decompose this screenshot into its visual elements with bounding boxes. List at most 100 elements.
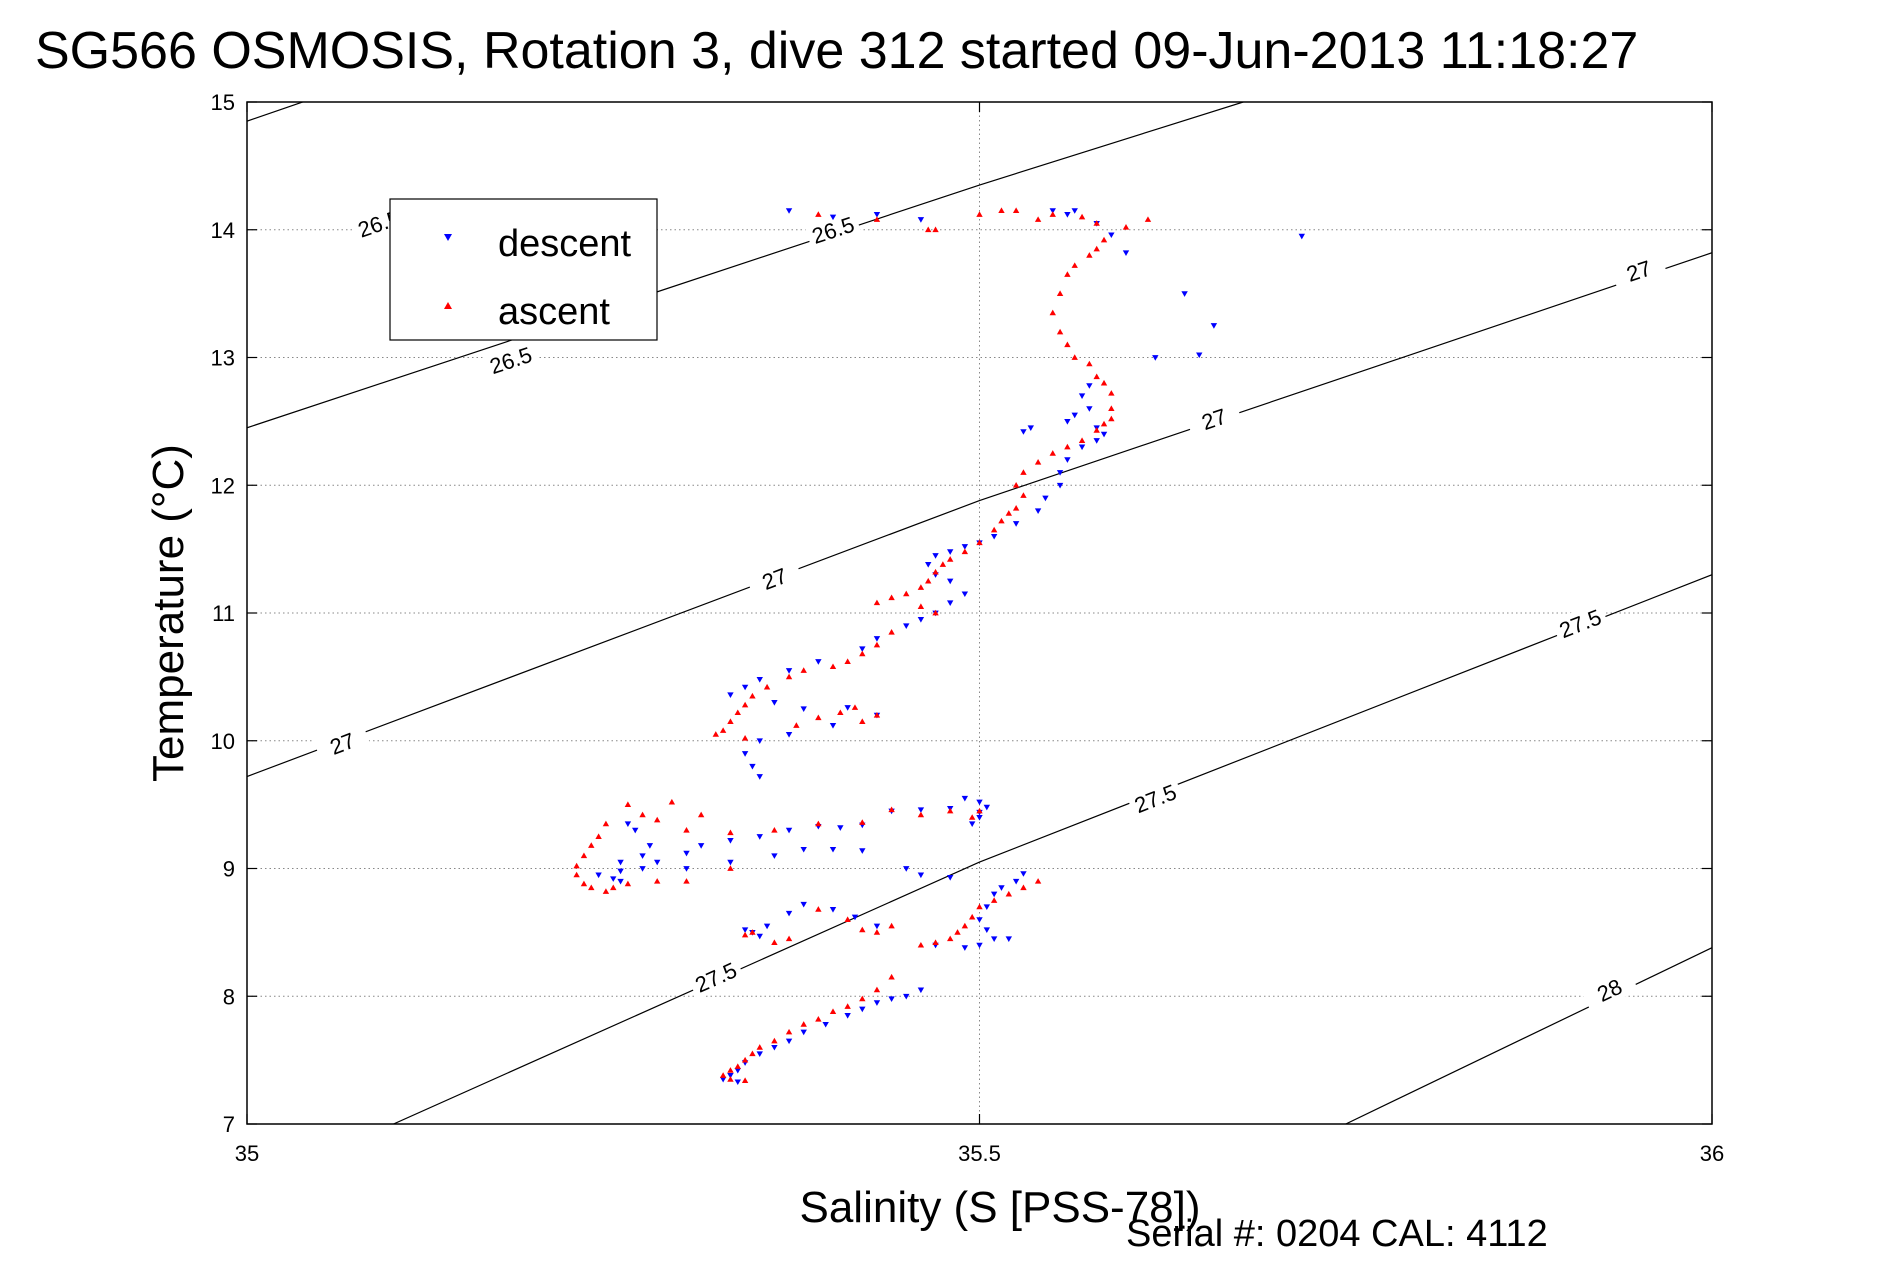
descent-point [1210,323,1218,329]
ascent-point [888,806,895,813]
descent-point [822,1021,829,1028]
descent-point [741,927,749,934]
descent-point [917,872,925,879]
descent-point [903,623,910,629]
descent-point [771,853,778,859]
ascent-point [595,833,602,839]
ascent-point [734,709,741,716]
descent-point [961,544,969,550]
ascent-point [1012,505,1020,511]
y-tick-label: 12 [211,473,235,498]
contour-line-28 [1345,947,1712,1124]
ascent-point [873,712,881,718]
descent-point [1027,425,1034,431]
descent-point [983,927,991,934]
ascent-point [961,548,969,555]
descent-point [639,866,646,872]
descent-point [756,834,763,840]
legend-descent-label: descent [498,223,632,265]
descent-point [639,853,646,859]
contour-line-26-5 [247,102,305,122]
descent-point [785,668,793,674]
descent-point [1071,412,1078,419]
descent-point [1064,418,1071,425]
ascent-point [727,718,734,724]
ascent-point [998,517,1005,524]
y-tick-label: 15 [211,90,235,115]
ascent-point [756,1044,763,1050]
descent-point [1012,878,1020,885]
contour-label: 27.5 [1556,604,1605,643]
descent-point [976,799,983,806]
descent-point [756,933,763,940]
ascent-point [947,807,954,814]
descent-point [976,942,983,949]
descent-point [844,1013,851,1019]
contour-label-bg [481,339,540,381]
serial-cal-text: Serial #: 0204 CAL: 4112 [1126,1213,1548,1255]
ascent-point [976,903,983,910]
contour-line-27 [247,252,1712,778]
ascent-point [844,1003,851,1009]
ascent-point [888,594,895,601]
ascent-point [639,811,646,818]
ascent-point [1108,415,1115,422]
ascent-point [588,842,595,848]
ascent-point [683,878,690,884]
descent-point [983,904,991,911]
descent-point [859,1006,866,1013]
descent-point [1298,233,1305,240]
contour-line-26-5 [247,102,1244,429]
ascent-point [800,667,807,673]
ascent-point [815,906,822,912]
ascent-point [947,935,954,942]
ascent-point [1034,878,1042,884]
descent-series [595,208,1305,1086]
ascent-point [580,880,588,887]
ascent-point [624,801,632,808]
ascent-point [859,718,866,724]
ascent-point [851,704,859,710]
ascent-point [932,226,939,233]
ascent-point [829,663,837,670]
y-axis-label: Temperature (°C) [144,444,193,782]
ascent-point [727,829,734,836]
ascent-point [1100,420,1108,427]
descent-point [756,738,763,744]
ascent-point [1064,341,1071,348]
descent-point [859,848,866,854]
descent-point [1078,393,1086,400]
ascent-series [573,207,1152,1083]
descent-point [1012,521,1020,527]
descent-point [1086,383,1093,389]
ascent-point [932,609,939,616]
ascent-point [683,826,690,833]
descent-point [727,692,734,698]
descent-point [610,876,617,882]
ascent-point [1071,354,1078,360]
ascent-point [829,1008,837,1014]
descent-point [741,751,749,757]
contour-label-bg [1126,776,1185,820]
ascent-point [1078,437,1086,443]
legend: descent ascent [389,198,658,341]
descent-point [800,706,807,713]
x-axis-label: Salinity (S [PSS-78]) [799,1183,1200,1232]
descent-point [976,917,983,923]
ascent-point [763,683,771,690]
ascent-point [610,884,617,891]
ascent-point [668,798,676,805]
ascent-point [873,216,881,222]
descent-point [1005,936,1012,942]
ascent-point [976,539,983,546]
descent-point [873,923,881,930]
descent-point [1093,438,1100,444]
descent-point [734,1067,741,1074]
ascent-point [741,1056,749,1063]
ascent-point [1056,290,1064,297]
y-tick-label: 11 [212,601,235,626]
ascent-point [727,1076,734,1082]
x-axis: 35 35.5 36 [235,102,1724,1166]
ascent-point [873,599,881,606]
descent-point [829,214,837,221]
